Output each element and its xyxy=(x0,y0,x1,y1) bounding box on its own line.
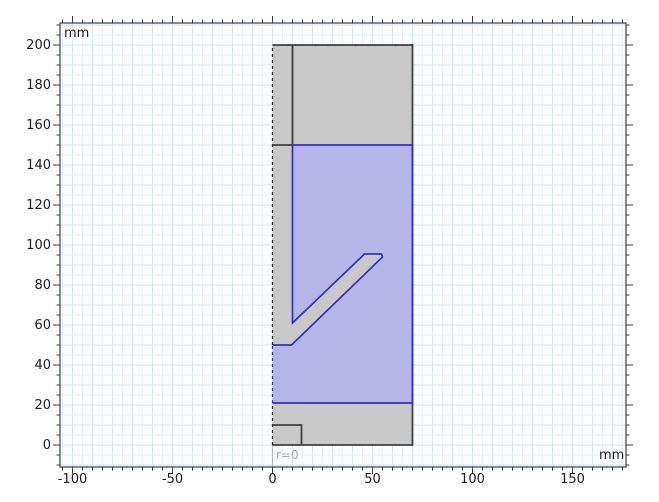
x-tick-label: -50 xyxy=(162,472,183,487)
y-axis-unit-label: mm xyxy=(64,26,90,41)
y-tick-label: 160 xyxy=(26,118,51,133)
y-tick-label: 140 xyxy=(26,158,51,173)
y-tick-label: 100 xyxy=(26,238,51,253)
geometry-edges xyxy=(271,44,414,446)
edge-dark[interactable] xyxy=(272,424,303,445)
y-tick-label: 0 xyxy=(43,438,51,453)
x-tick-label: 50 xyxy=(364,472,381,487)
y-tick-label: 40 xyxy=(34,358,51,373)
y-tick-label: 200 xyxy=(26,38,51,53)
axis-tick-labels: -100 -50 0 50 100 150 0 20 40 60 80 100 120 140 160 180… xyxy=(26,38,585,487)
edge-blue[interactable] xyxy=(272,144,414,404)
axis-ticks xyxy=(53,16,633,474)
axis-of-symmetry-label: r=0 xyxy=(276,448,299,462)
y-tick-label: 20 xyxy=(34,398,51,413)
x-tick-label: 0 xyxy=(268,472,276,487)
y-tick-label: 60 xyxy=(34,318,51,333)
x-tick-label: 150 xyxy=(560,472,585,487)
geometry-domains xyxy=(272,45,413,445)
y-tick-label: 120 xyxy=(26,198,51,213)
x-tick-label: -100 xyxy=(58,472,88,487)
x-axis-unit-label: mm xyxy=(599,448,625,463)
y-tick-label: 80 xyxy=(34,278,51,293)
y-tick-label: 180 xyxy=(26,78,51,93)
x-tick-label: 100 xyxy=(460,472,485,487)
